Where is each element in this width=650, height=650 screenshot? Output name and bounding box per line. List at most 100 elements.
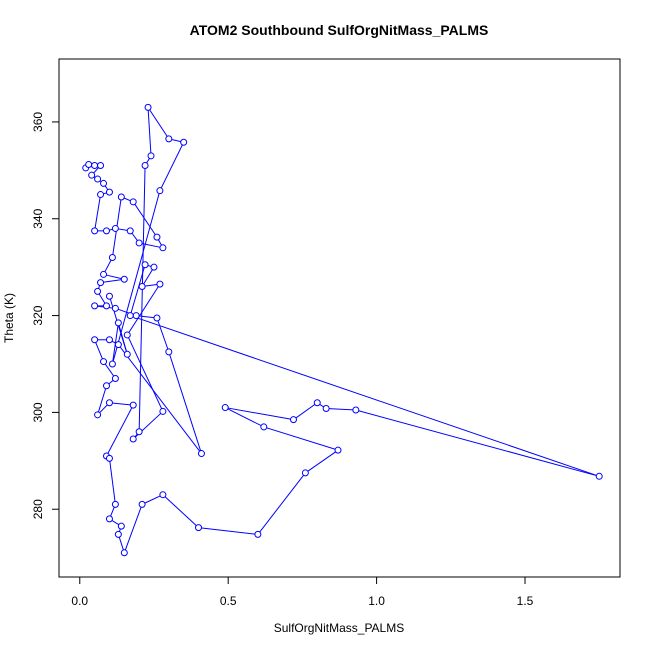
data-point — [91, 227, 99, 235]
x-tick-label: 1.5 — [517, 594, 534, 608]
series-segment — [108, 458, 116, 505]
series-segment — [138, 165, 146, 432]
data-point — [100, 179, 108, 187]
data-point — [117, 522, 125, 530]
x-tick-label: 0.5 — [220, 594, 237, 608]
data-point — [313, 399, 321, 407]
data-point — [111, 500, 119, 508]
series-segment — [109, 402, 134, 406]
y-tick-label: 280 — [31, 499, 45, 519]
data-point — [135, 428, 143, 436]
data-point — [105, 292, 113, 300]
data-point — [105, 188, 113, 196]
data-point — [132, 312, 140, 320]
series-segment — [147, 107, 170, 140]
series-segment — [198, 527, 258, 535]
series-segment — [117, 344, 202, 454]
data-point — [195, 524, 203, 532]
data-point — [126, 227, 134, 235]
data-point — [138, 500, 146, 508]
series-segment — [103, 273, 125, 280]
data-point — [595, 472, 603, 480]
data-point — [260, 423, 268, 431]
series-segment — [147, 107, 152, 156]
data-point — [254, 530, 262, 538]
data-point — [126, 312, 134, 320]
data-point — [97, 191, 105, 199]
series-segment — [224, 407, 265, 428]
data-point — [123, 350, 131, 358]
data-point — [117, 193, 125, 201]
data-point — [144, 103, 152, 111]
y-tick-label: 300 — [31, 402, 45, 422]
series-segment — [123, 504, 143, 553]
data-point — [91, 336, 99, 344]
series-segment — [100, 278, 125, 284]
data-point — [153, 314, 161, 322]
data-point — [352, 406, 360, 414]
data-point — [91, 302, 99, 310]
x-tick-label: 0.0 — [71, 594, 88, 608]
data-point — [129, 435, 137, 443]
data-point — [91, 162, 99, 170]
series-segment — [106, 404, 134, 457]
data-point — [180, 138, 188, 146]
data-point — [153, 233, 161, 241]
data-point — [322, 405, 330, 413]
data-point — [102, 227, 110, 235]
data-point — [100, 358, 108, 366]
y-axis-label: Theta (K) — [2, 293, 16, 343]
data-point — [97, 162, 105, 170]
series-segment — [225, 407, 294, 421]
data-point — [159, 491, 167, 499]
data-point — [97, 279, 105, 287]
x-axis: 0.0 0.5 1.0 1.5 — [71, 576, 534, 608]
series-segment — [94, 339, 104, 362]
series-segment — [326, 408, 356, 411]
series-segment — [126, 283, 161, 336]
data-point — [123, 331, 131, 339]
series-segment — [162, 494, 199, 528]
data-point — [165, 135, 173, 143]
series-segment — [141, 494, 164, 505]
series-segment — [130, 315, 600, 477]
series-segment — [263, 426, 339, 451]
data-point — [334, 446, 342, 454]
x-tick-label: 1.0 — [368, 594, 385, 608]
data-point — [105, 515, 113, 523]
data-point — [111, 224, 119, 232]
data-point — [147, 152, 155, 160]
data-point — [301, 469, 309, 477]
series-segment — [159, 142, 185, 191]
data-point — [141, 261, 149, 269]
data-point — [111, 304, 119, 312]
data-point — [159, 407, 167, 415]
series-segment — [111, 190, 161, 365]
data-point — [105, 454, 113, 462]
data-point — [100, 270, 108, 278]
series-segment — [293, 402, 318, 421]
x-axis-label: SulfOrgNitMass_PALMS — [274, 621, 404, 635]
data-point — [159, 244, 167, 252]
series-segment — [132, 201, 158, 238]
data-point — [114, 319, 122, 327]
series-segment — [94, 194, 102, 231]
series-segment — [141, 266, 155, 287]
data-point — [108, 253, 116, 261]
y-axis: 280 300 320 340 360 — [31, 112, 60, 519]
data-point — [289, 416, 297, 424]
data-point — [150, 263, 158, 271]
data-point — [85, 161, 93, 169]
data-point — [156, 280, 164, 288]
data-point — [129, 401, 137, 409]
data-point — [102, 382, 110, 390]
data-point — [141, 162, 149, 170]
data-point — [102, 302, 110, 310]
series-segment — [97, 385, 107, 415]
data-point — [156, 187, 164, 195]
data-point — [114, 341, 122, 349]
data-point — [120, 275, 128, 283]
